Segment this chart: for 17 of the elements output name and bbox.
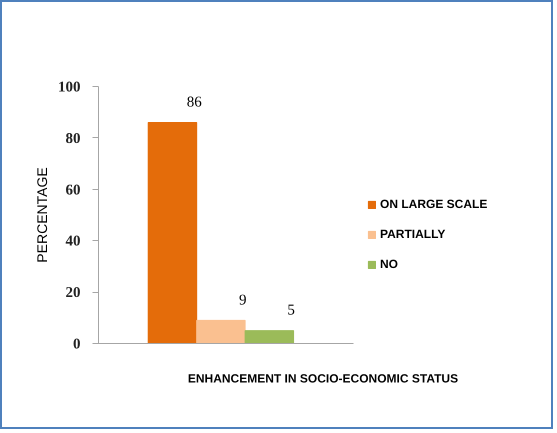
bar: [196, 320, 246, 344]
y-axis-title: PERCENTAGE: [34, 167, 50, 263]
legend-label: PARTIALLY: [380, 227, 446, 241]
y-tick-label: 60: [66, 182, 80, 198]
x-axis-title: ENHANCEMENT IN SOCIO-ECONOMIC STATUS: [188, 372, 458, 386]
legend-label: ON LARGE SCALE: [380, 197, 488, 211]
y-tick-label: 100: [58, 80, 80, 96]
data-label: 86: [186, 94, 202, 110]
data-label: 5: [287, 302, 295, 319]
y-tick-label: 80: [66, 130, 80, 147]
y-tick-label: 20: [66, 285, 80, 302]
legend-label: NO: [380, 257, 399, 271]
data-label: 9: [238, 292, 246, 308]
bar: [148, 122, 198, 344]
y-tick-label: 0: [73, 336, 80, 352]
y-tick-label: 40: [66, 234, 80, 250]
bar: [244, 330, 294, 344]
